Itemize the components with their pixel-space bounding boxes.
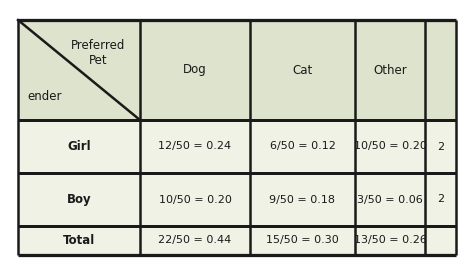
- Bar: [18, 120, 456, 173]
- Bar: [18, 173, 456, 226]
- Text: 10/50 = 0.20: 10/50 = 0.20: [159, 195, 231, 204]
- Text: 22/50 = 0.44: 22/50 = 0.44: [158, 235, 232, 246]
- Bar: [18, 226, 456, 255]
- Bar: [18, 20, 456, 120]
- Text: 2: 2: [437, 141, 444, 152]
- Text: Preferred
Pet: Preferred Pet: [71, 39, 125, 67]
- Text: 15/50 = 0.30: 15/50 = 0.30: [266, 235, 339, 246]
- Text: 9/50 = 0.18: 9/50 = 0.18: [270, 195, 336, 204]
- Text: Total: Total: [63, 234, 95, 247]
- Text: Cat: Cat: [292, 64, 313, 76]
- Text: 6/50 = 0.12: 6/50 = 0.12: [270, 141, 336, 152]
- Text: Boy: Boy: [67, 193, 91, 206]
- Text: Girl: Girl: [67, 140, 91, 153]
- Text: 12/50 = 0.24: 12/50 = 0.24: [158, 141, 232, 152]
- Text: 10/50 = 0.20: 10/50 = 0.20: [354, 141, 427, 152]
- Text: ender: ender: [27, 90, 62, 104]
- Text: 2: 2: [437, 195, 444, 204]
- Text: 3/50 = 0.06: 3/50 = 0.06: [357, 195, 423, 204]
- Text: 13/50 = 0.26: 13/50 = 0.26: [354, 235, 427, 246]
- Text: Dog: Dog: [183, 64, 207, 76]
- Text: Other: Other: [373, 64, 407, 76]
